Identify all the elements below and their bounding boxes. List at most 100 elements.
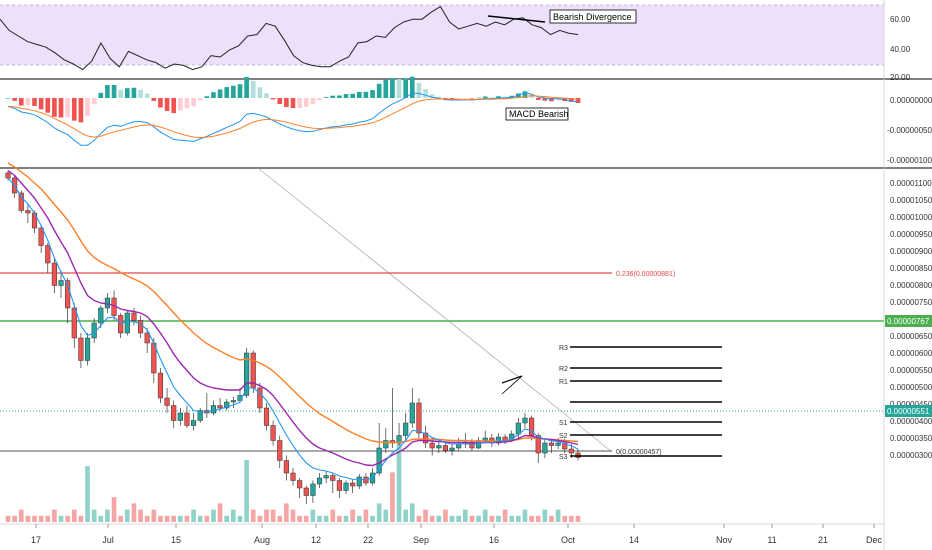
macd-hist-bar: [343, 94, 349, 98]
macd-hist-bar: [197, 98, 203, 101]
rsi-annotation: Bearish Divergence: [553, 12, 632, 22]
candle-body: [230, 400, 236, 403]
rsi-divergence-line: [487, 15, 546, 23]
volume-bar: [376, 503, 382, 522]
candle-body: [297, 480, 303, 489]
candle-body: [197, 410, 203, 421]
candle-body: [456, 443, 462, 449]
macd-hist-bar: [496, 96, 501, 98]
macd-hist-bar: [476, 97, 481, 99]
date-label: 15: [171, 535, 181, 545]
price-tick-label: 0.00000750: [890, 298, 932, 307]
candle-body: [277, 440, 283, 461]
candle-body: [58, 280, 64, 286]
macd-hist-bar: [237, 84, 243, 98]
volume-bar: [171, 515, 177, 522]
candle-body: [137, 320, 144, 334]
candle-body: [316, 477, 323, 485]
candle-body: [436, 445, 442, 449]
macd-hist-bar: [383, 79, 389, 98]
price-axis: 0.00001100 0.00001050 0.00001000 0.00000950…: [890, 179, 932, 460]
macd-hist-bar: [270, 98, 276, 100]
volume-bar: [264, 509, 269, 522]
candle-body: [104, 297, 110, 309]
volume-bar: [535, 515, 541, 522]
candle-body: [124, 312, 130, 334]
volume-bar: [343, 515, 349, 522]
macd-hist-bar: [482, 96, 488, 98]
macd-hist-bar: [224, 87, 230, 98]
candle-body: [555, 442, 561, 446]
volume-bar: [164, 515, 170, 522]
ema-mid-line: [7, 169, 579, 467]
date-label: 12: [311, 535, 321, 545]
macd-hist-bar: [105, 85, 110, 98]
candle-body: [422, 432, 429, 444]
macd-hist-bar: [178, 98, 183, 111]
volume-bar: [529, 515, 534, 522]
signal-line: [7, 95, 579, 139]
candle-body: [84, 337, 91, 361]
macd-hist-bar: [297, 98, 302, 109]
macd-hist-bar: [158, 98, 163, 108]
price-tick-label: 0.00000850: [890, 264, 932, 273]
volume-bar: [370, 515, 375, 522]
volume-bar: [409, 503, 415, 522]
candle-body: [495, 436, 502, 444]
candle-body: [376, 447, 382, 474]
volume-bar: [549, 515, 554, 522]
candle-body: [25, 210, 31, 214]
macd-hist-bar: [144, 93, 150, 98]
macd-hist-bar: [231, 85, 236, 98]
macd-hist-bar: [356, 91, 362, 98]
macd-tick-50: -0.00000050: [887, 126, 932, 135]
candle-body: [71, 307, 77, 339]
volume-bar: [131, 503, 137, 522]
candle-body: [263, 407, 270, 426]
candle-body: [18, 192, 24, 211]
macd-hist-bar: [171, 98, 177, 114]
volume-bar: [562, 515, 568, 522]
macd-hist-bar: [25, 98, 31, 106]
candle-body: [515, 422, 521, 435]
ema-slow-line: [7, 162, 579, 444]
volume-bar: [58, 515, 64, 522]
candlesticks: [5, 170, 581, 504]
macd-histogram: [5, 76, 581, 123]
macd-hist-bar: [18, 98, 24, 106]
volume-bar: [476, 515, 481, 522]
volume-bar: [463, 509, 468, 522]
date-label: Dec: [866, 535, 883, 545]
date-label: 22: [363, 535, 373, 545]
date-axis[interactable]: 17 Jul 15 Aug 12 22 Sep 16 Oct 14 Nov 11 21 Dec: [31, 524, 883, 545]
volume-bar: [237, 515, 243, 522]
macd-hist-bar: [244, 76, 249, 98]
macd-hist-bar: [111, 84, 117, 98]
rsi-tick-60: 60.00: [890, 15, 911, 24]
volume-bar: [124, 509, 130, 522]
date-label: Aug: [254, 535, 270, 545]
macd-hist-bar: [376, 83, 382, 98]
macd-hist-bar: [549, 98, 554, 102]
macd-hist-bar: [98, 92, 104, 98]
macd-hist-bar: [436, 96, 442, 98]
pivot-label: S2: [559, 433, 568, 440]
volume-bar: [323, 515, 329, 522]
volume-bar: [383, 509, 389, 522]
date-label: 17: [31, 535, 41, 545]
volume-bar: [575, 515, 581, 522]
volume-bar: [429, 515, 435, 522]
price-tick-label: 0.00000800: [890, 281, 932, 290]
candle-body: [118, 315, 124, 334]
candle-body: [416, 402, 422, 434]
candle-body: [542, 442, 548, 454]
pivot-label: R2: [559, 366, 568, 373]
candle-body: [290, 472, 296, 481]
volume-bar: [111, 497, 117, 522]
date-label: 16: [489, 535, 499, 545]
volume-bar: [356, 515, 362, 522]
macd-hist-bar: [58, 98, 64, 118]
volume-bar: [211, 509, 216, 522]
macd-hist-bar: [91, 98, 97, 105]
